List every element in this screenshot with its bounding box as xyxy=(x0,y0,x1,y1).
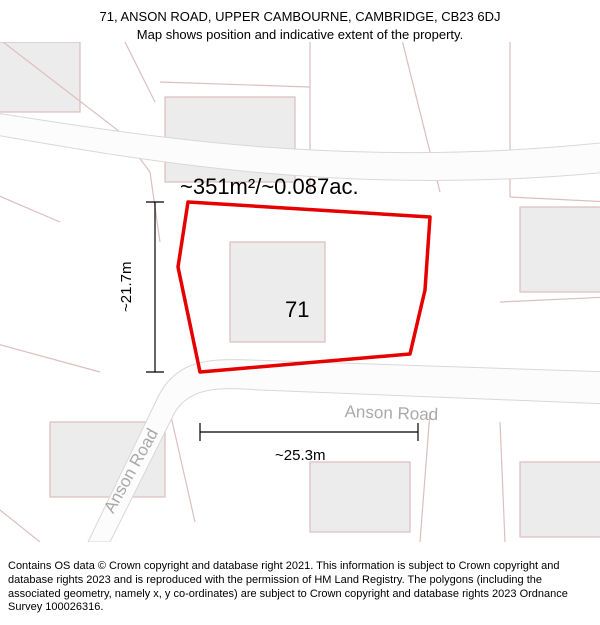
height-dimension-label: ~21.7m xyxy=(118,262,135,312)
map-container: ~351m²/~0.087ac. 71 ~25.3m ~21.7m Anson Road… xyxy=(0,42,600,542)
header: 71, ANSON ROAD, UPPER CAMBOURNE, CAMBRID… xyxy=(0,0,600,47)
area-label: ~351m²/~0.087ac. xyxy=(180,174,359,200)
copyright-text: Contains OS data © Crown copyright and d… xyxy=(8,560,568,613)
width-dimension-label: ~25.3m xyxy=(275,447,325,464)
map-svg xyxy=(0,42,600,542)
house-number-label: 71 xyxy=(285,297,309,323)
page-title: 71, ANSON ROAD, UPPER CAMBOURNE, CAMBRID… xyxy=(10,8,590,26)
page-subtitle: Map shows position and indicative extent… xyxy=(10,26,590,44)
road-label-0: Anson Road xyxy=(344,402,438,425)
copyright-footer: Contains OS data © Crown copyright and d… xyxy=(0,554,600,625)
